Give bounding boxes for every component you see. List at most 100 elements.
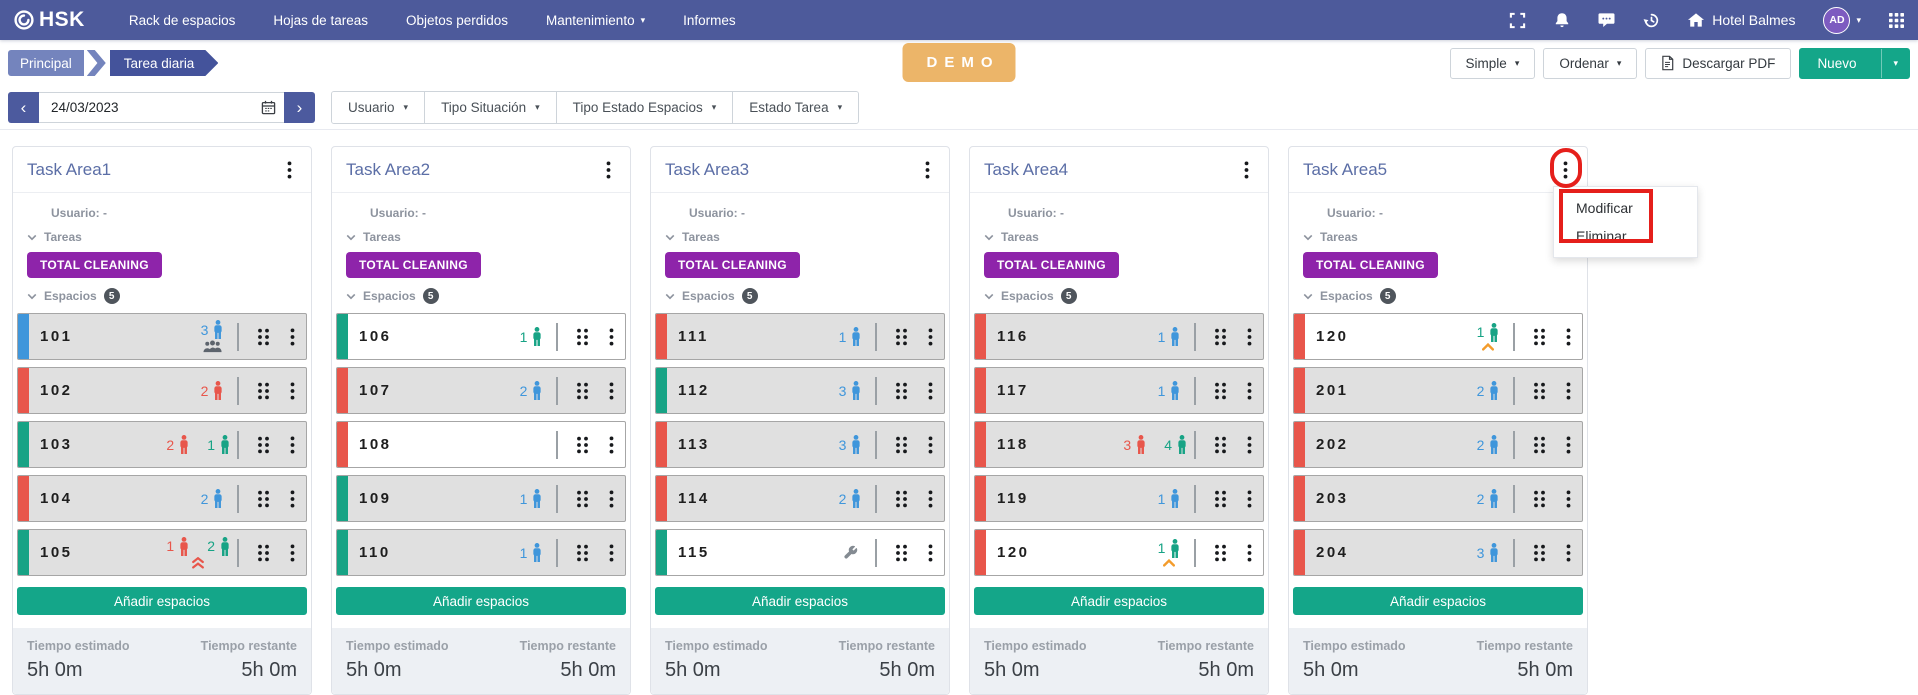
- simple-dropdown-button[interactable]: Simple ▾: [1449, 47, 1536, 79]
- hsk-logo[interactable]: HSK: [14, 8, 85, 32]
- room-menu-kebab-icon[interactable]: [290, 490, 295, 508]
- add-spaces-button[interactable]: Añadir espacios: [974, 587, 1264, 615]
- filter-dropdown-estado-tarea[interactable]: Estado Tarea ▾: [733, 92, 859, 123]
- room-row[interactable]: 105 1 2: [17, 529, 307, 576]
- card-menu-kebab-icon[interactable]: [282, 158, 297, 182]
- date-input[interactable]: [39, 92, 284, 123]
- room-row[interactable]: 113 3: [655, 421, 945, 468]
- ordenar-dropdown-button[interactable]: Ordenar ▾: [1543, 47, 1638, 79]
- nav-item-mantenimiento[interactable]: Mantenimiento ▾: [546, 13, 645, 28]
- add-spaces-button[interactable]: Añadir espacios: [1293, 587, 1583, 615]
- room-row[interactable]: 119 1: [974, 475, 1264, 522]
- room-row[interactable]: 201 2: [1293, 367, 1583, 414]
- drag-handle-icon[interactable]: [1533, 436, 1546, 454]
- nav-item-informes[interactable]: Informes: [683, 13, 736, 28]
- room-row[interactable]: 103 2 1: [17, 421, 307, 468]
- breadcrumb-item-tarea-diaria[interactable]: Tarea diaria: [110, 50, 219, 76]
- room-menu-kebab-icon[interactable]: [928, 328, 933, 346]
- room-menu-kebab-icon[interactable]: [1566, 490, 1571, 508]
- room-row[interactable]: 114 2: [655, 475, 945, 522]
- drag-handle-icon[interactable]: [1533, 544, 1546, 562]
- drag-handle-icon[interactable]: [257, 490, 270, 508]
- tareas-toggle[interactable]: Tareas: [665, 230, 937, 244]
- room-menu-kebab-icon[interactable]: [290, 436, 295, 454]
- drag-handle-icon[interactable]: [257, 436, 270, 454]
- drag-handle-icon[interactable]: [1533, 328, 1546, 346]
- room-menu-kebab-icon[interactable]: [290, 382, 295, 400]
- drag-handle-icon[interactable]: [895, 436, 908, 454]
- nuevo-button[interactable]: Nuevo ▾: [1799, 47, 1910, 79]
- room-row[interactable]: 203 2: [1293, 475, 1583, 522]
- room-row[interactable]: 107 2: [336, 367, 626, 414]
- drag-handle-icon[interactable]: [576, 328, 589, 346]
- drag-handle-icon[interactable]: [1214, 544, 1227, 562]
- fullscreen-icon[interactable]: [1509, 12, 1526, 29]
- room-row[interactable]: 108: [336, 421, 626, 468]
- notifications-bell-icon[interactable]: [1554, 12, 1570, 29]
- drag-handle-icon[interactable]: [257, 382, 270, 400]
- espacios-toggle[interactable]: Espacios 5: [1303, 288, 1575, 304]
- room-menu-kebab-icon[interactable]: [928, 382, 933, 400]
- room-row[interactable]: 120 1: [974, 529, 1264, 576]
- room-row[interactable]: 118 3 4: [974, 421, 1264, 468]
- room-menu-kebab-icon[interactable]: [928, 544, 933, 562]
- room-row[interactable]: 120 1: [1293, 313, 1583, 360]
- drag-handle-icon[interactable]: [576, 544, 589, 562]
- room-menu-kebab-icon[interactable]: [609, 328, 614, 346]
- card-menu-kebab-icon[interactable]: [1239, 158, 1254, 182]
- card-menu-kebab-icon[interactable]: [1558, 158, 1573, 182]
- drag-handle-icon[interactable]: [895, 328, 908, 346]
- room-row[interactable]: 115: [655, 529, 945, 576]
- room-menu-kebab-icon[interactable]: [1566, 544, 1571, 562]
- room-menu-kebab-icon[interactable]: [1247, 490, 1252, 508]
- nav-item-hojas-de-tareas[interactable]: Hojas de tareas: [273, 13, 368, 28]
- room-menu-kebab-icon[interactable]: [1247, 328, 1252, 346]
- drag-handle-icon[interactable]: [1533, 382, 1546, 400]
- chat-icon[interactable]: [1598, 12, 1615, 28]
- card-menu-kebab-icon[interactable]: [920, 158, 935, 182]
- drag-handle-icon[interactable]: [576, 436, 589, 454]
- room-row[interactable]: 111 1: [655, 313, 945, 360]
- room-row[interactable]: 106 1: [336, 313, 626, 360]
- next-day-button[interactable]: ›: [284, 92, 315, 123]
- drag-handle-icon[interactable]: [895, 382, 908, 400]
- room-row[interactable]: 116 1: [974, 313, 1264, 360]
- prev-day-button[interactable]: ‹: [8, 92, 39, 123]
- hotel-selector[interactable]: Hotel Balmes: [1688, 12, 1795, 28]
- tareas-toggle[interactable]: Tareas: [984, 230, 1256, 244]
- room-row[interactable]: 117 1: [974, 367, 1264, 414]
- room-row[interactable]: 202 2: [1293, 421, 1583, 468]
- descargar-pdf-button[interactable]: Descargar PDF: [1645, 47, 1792, 79]
- tareas-toggle[interactable]: Tareas: [1303, 230, 1575, 244]
- drag-handle-icon[interactable]: [257, 544, 270, 562]
- add-spaces-button[interactable]: Añadir espacios: [336, 587, 626, 615]
- espacios-toggle[interactable]: Espacios 5: [27, 288, 299, 304]
- nav-item-rack-de-espacios[interactable]: Rack de espacios: [129, 13, 236, 28]
- room-row[interactable]: 104 2: [17, 475, 307, 522]
- context-menu-item-modificar[interactable]: Modificar: [1576, 200, 1633, 216]
- room-menu-kebab-icon[interactable]: [609, 382, 614, 400]
- room-row[interactable]: 109 1: [336, 475, 626, 522]
- espacios-toggle[interactable]: Espacios 5: [346, 288, 618, 304]
- room-menu-kebab-icon[interactable]: [290, 544, 295, 562]
- room-menu-kebab-icon[interactable]: [290, 328, 295, 346]
- filter-dropdown-tipo-situacion[interactable]: Tipo Situación ▾: [425, 92, 557, 123]
- room-row[interactable]: 102 2: [17, 367, 307, 414]
- room-menu-kebab-icon[interactable]: [609, 490, 614, 508]
- tareas-toggle[interactable]: Tareas: [27, 230, 299, 244]
- filter-dropdown-tipo-estado-espacios[interactable]: Tipo Estado Espacios ▾: [556, 92, 734, 123]
- room-menu-kebab-icon[interactable]: [1247, 436, 1252, 454]
- tareas-toggle[interactable]: Tareas: [346, 230, 618, 244]
- room-menu-kebab-icon[interactable]: [928, 436, 933, 454]
- drag-handle-icon[interactable]: [1214, 436, 1227, 454]
- history-icon[interactable]: [1643, 12, 1660, 29]
- add-spaces-button[interactable]: Añadir espacios: [17, 587, 307, 615]
- room-menu-kebab-icon[interactable]: [1247, 382, 1252, 400]
- add-spaces-button[interactable]: Añadir espacios: [655, 587, 945, 615]
- card-menu-kebab-icon[interactable]: [601, 158, 616, 182]
- context-menu-item-eliminar[interactable]: Eliminar: [1576, 228, 1627, 244]
- drag-handle-icon[interactable]: [1214, 490, 1227, 508]
- espacios-toggle[interactable]: Espacios 5: [984, 288, 1256, 304]
- drag-handle-icon[interactable]: [895, 544, 908, 562]
- room-menu-kebab-icon[interactable]: [1247, 544, 1252, 562]
